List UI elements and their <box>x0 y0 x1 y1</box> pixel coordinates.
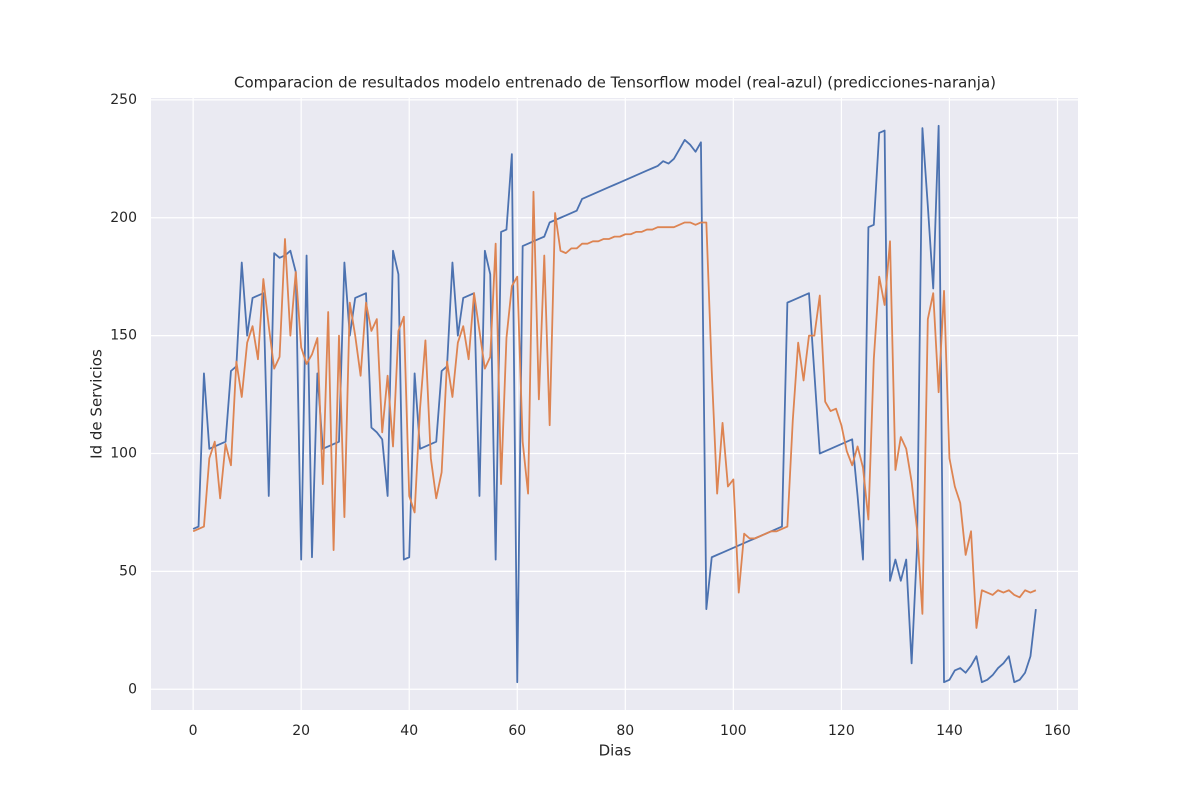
chart-title: Comparacion de resultados modelo entrena… <box>234 74 996 92</box>
x-tick-label: 120 <box>828 723 855 739</box>
y-tick-label: 0 <box>128 681 137 697</box>
y-axis-label: Id de Servicios <box>88 349 106 459</box>
y-tick-label: 100 <box>110 446 137 462</box>
x-tick-label: 160 <box>1044 723 1071 739</box>
data-line <box>192 190 1037 629</box>
data-line <box>192 124 1037 684</box>
x-tick-label: 60 <box>508 723 526 739</box>
y-tick-label: 50 <box>119 563 137 579</box>
x-tick-label: 100 <box>720 723 747 739</box>
x-tick-label: 80 <box>616 723 634 739</box>
y-tick-label: 150 <box>110 328 137 344</box>
plot-area <box>151 98 1078 710</box>
x-tick-label: 140 <box>936 723 963 739</box>
x-tick-label: 20 <box>292 723 310 739</box>
x-tick-label: 0 <box>189 723 198 739</box>
y-tick-label: 250 <box>110 92 137 108</box>
y-tick-label: 200 <box>110 210 137 226</box>
x-axis-label: Dias <box>599 742 632 760</box>
x-tick-label: 40 <box>400 723 418 739</box>
